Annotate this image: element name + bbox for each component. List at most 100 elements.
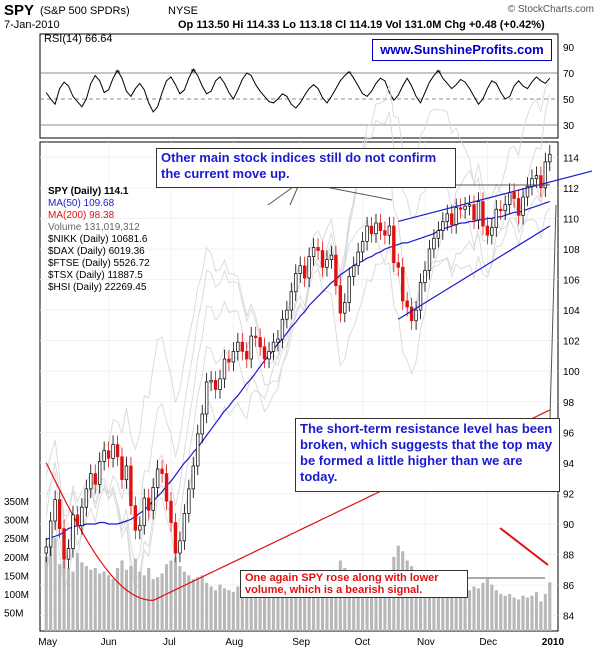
candle-body [476,201,481,221]
candle-body [392,225,396,264]
candle-body [374,222,378,235]
candle-body [472,204,476,221]
candle-body [262,346,267,360]
volume-bar [445,575,449,631]
candle-body [298,265,302,274]
exchange-label: NYSE [168,5,198,17]
candle-body [276,338,280,343]
volume-bar [450,579,454,631]
candle-body [62,528,66,560]
volume-bar [254,588,258,631]
volume-bar [459,586,463,631]
candle-body [258,337,262,348]
ohlc-summary: Op 113.50 Hi 114.33 Lo 113.18 Cl 114.19 … [178,19,545,31]
volume-bar [454,584,458,631]
candle-body [48,520,53,548]
candle-body [75,514,80,526]
candle-body [142,497,146,526]
candle-body [84,488,89,508]
site-watermark[interactable]: www.SunshineProfits.com [372,39,552,61]
candle-body [423,270,427,283]
rsi-overbought-segment [436,70,441,73]
candle-body [365,225,369,242]
candle-body [222,358,227,380]
candle-body [521,196,525,216]
candle-body [445,213,449,222]
candle-body [160,468,164,474]
candle-body [138,525,142,531]
price-tick-label: 114 [563,153,579,164]
volume-bar [160,573,164,631]
candle-body [548,153,552,163]
price-tick-label: 94 [563,459,575,470]
volume-bar [102,571,106,631]
candle-body [285,309,289,320]
volume-bar [508,593,512,631]
volume-bar [441,582,445,631]
volume-bar [303,597,307,631]
volume-bar [98,573,102,631]
volume-bar [258,586,262,631]
candle-body [356,251,360,267]
candle-body [383,230,387,236]
candle-body [71,514,75,549]
candle-body [196,433,200,467]
volume-bar [205,582,209,631]
volume-bar [62,560,66,631]
volume-bar [436,590,440,631]
candle-body [307,256,311,279]
candle-body [213,380,218,390]
candle-body [133,505,138,531]
volume-bar [356,584,360,631]
volume-trend-arrow [499,527,549,566]
volume-bar [530,595,534,631]
volume-bar [173,556,178,631]
price-tick-label: 92 [563,489,575,500]
ticker-symbol: SPY [4,2,35,19]
volume-bar [387,579,391,631]
candle-body [173,522,178,554]
candle-body [187,488,191,514]
volume-bar [329,588,333,631]
candle-body [89,473,93,490]
volume-bar [75,553,79,631]
volume-bar [485,579,489,631]
legend-volume: Volume 131,019,312 [48,222,140,233]
date-tick-label: Jul [163,637,176,648]
volume-bar [178,566,182,631]
candle-body [151,487,155,511]
candle-body [458,207,463,210]
support-trendline [397,225,551,320]
volume-bar [53,538,57,631]
volume-bar [325,582,329,631]
price-tick-label: 102 [563,337,580,348]
volume-bar [347,575,351,631]
volume-bar [548,582,552,631]
price-tick-label: 86 [563,581,575,592]
date-tick-label: 2010 [542,637,565,648]
volume-bar [191,579,195,631]
volume-bar [267,590,271,631]
candle-body [204,381,209,415]
volume-bar [481,582,485,631]
volume-bar [156,577,160,631]
candle-body [454,207,458,225]
volume-bar [44,556,48,631]
volume-bar [231,592,235,631]
candle-body [124,465,129,481]
volume-bar [427,584,432,631]
date-tick-label: Dec [479,637,497,648]
legend-tsx: $TSX (Daily) 11887.5 [48,270,143,281]
candle-body [53,499,57,522]
price-tick-label: 110 [563,214,579,225]
volume-bar [494,590,498,631]
volume-bar [71,571,75,631]
volume-bar [534,592,538,631]
volume-tick-label: 150M [4,571,29,582]
volume-bar [182,571,186,631]
candle-body [106,450,111,459]
volume-tick-label: 50M [4,608,23,619]
price-tick-label: 112 [563,184,579,195]
volume-bar [383,582,387,631]
